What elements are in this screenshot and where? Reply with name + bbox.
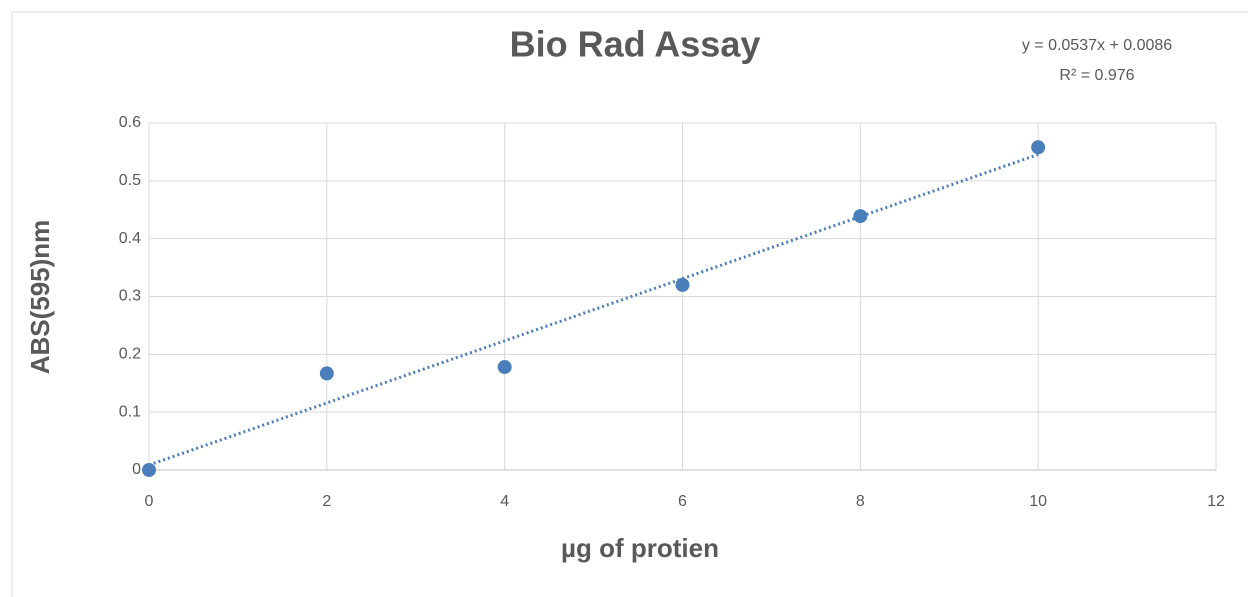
x-axis-label: µg of protien xyxy=(561,533,719,563)
y-axis-label: ABS(595)nm xyxy=(25,220,55,375)
y-tick-label: 0.1 xyxy=(119,403,141,420)
x-tick-label: 6 xyxy=(678,493,687,510)
y-tick-label: 0.4 xyxy=(119,230,141,247)
trendline-r-squared: R² = 0.976 xyxy=(1059,67,1134,84)
data-point xyxy=(497,360,512,375)
y-tick-label: 0.5 xyxy=(119,172,141,189)
data-point xyxy=(319,366,334,381)
x-tick-label: 4 xyxy=(500,493,509,510)
x-tick-label: 8 xyxy=(856,493,865,510)
x-tick-label: 10 xyxy=(1029,493,1047,510)
data-point xyxy=(853,209,868,224)
x-tick-label: 12 xyxy=(1207,493,1225,510)
trendline xyxy=(148,153,1039,467)
x-tick-label: 0 xyxy=(145,493,154,510)
y-tick-label: 0.2 xyxy=(119,346,141,363)
x-tick-label: 2 xyxy=(322,493,331,510)
data-point xyxy=(675,277,690,292)
y-tick-label: 0 xyxy=(132,461,141,478)
trendline-equation: y = 0.0537x + 0.0086 xyxy=(1022,37,1172,54)
data-point xyxy=(1031,140,1046,155)
data-point xyxy=(142,463,156,477)
chart-title: Bio Rad Assay xyxy=(510,24,761,65)
y-tick-label: 0.3 xyxy=(119,288,141,305)
y-tick-label: 0.6 xyxy=(119,114,141,131)
